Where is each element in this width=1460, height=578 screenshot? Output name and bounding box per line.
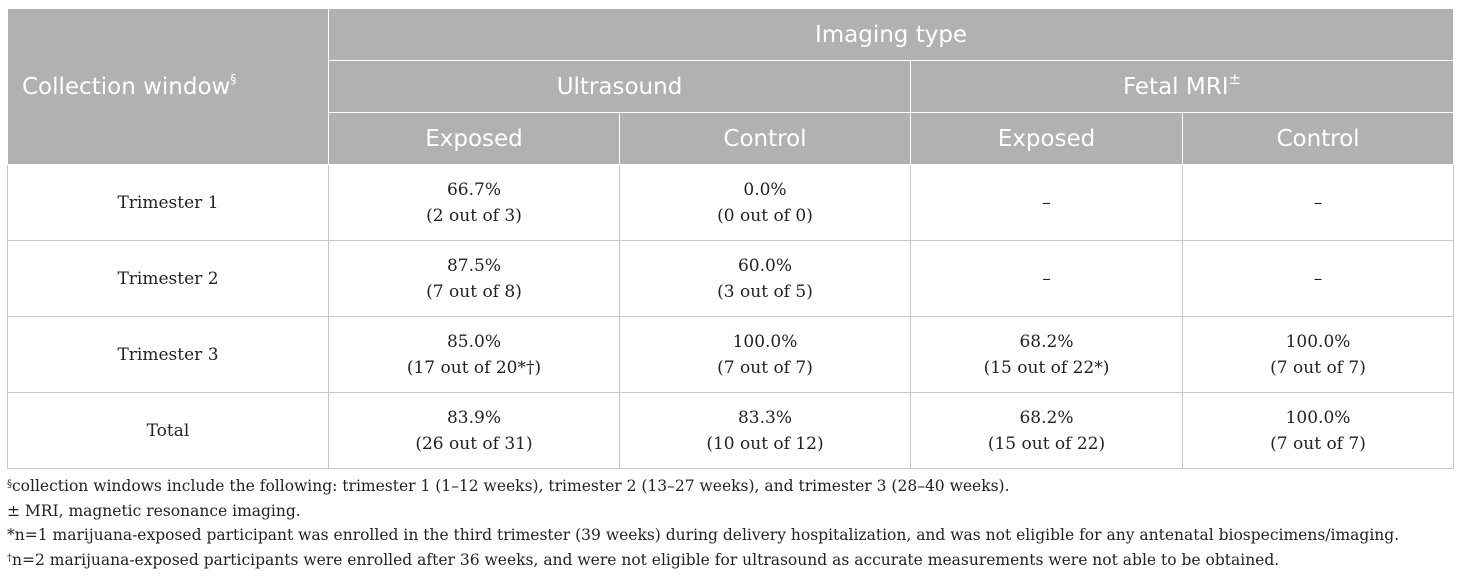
cell-percent: – bbox=[1042, 268, 1051, 289]
cell-count: (7 out of 7) bbox=[1270, 433, 1366, 454]
us-exposed-cell: 66.7% (2 out of 3) bbox=[328, 164, 620, 241]
footnote: ± MRI, magnetic resonance imaging. bbox=[7, 499, 1453, 524]
us-control-cell: 100.0% (7 out of 7) bbox=[619, 316, 911, 393]
footnote-text: n=1 marijuana-exposed participant was en… bbox=[14, 526, 1400, 544]
table-body: Trimester 1 66.7% (2 out of 3) 0.0% (0 out… bbox=[7, 164, 1455, 469]
table-row: Total 83.9% (26 out of 31) 83.3% (10 out o… bbox=[7, 392, 1455, 469]
row-label: Trimester 3 bbox=[7, 316, 329, 393]
header-collection-window-mark: § bbox=[230, 71, 237, 86]
mri-exposed-cell: – bbox=[910, 164, 1183, 241]
table-row: Trimester 2 87.5% (7 out of 8) 60.0% (3 ou… bbox=[7, 240, 1455, 317]
table-footnotes: §collection windows include the followin… bbox=[7, 474, 1453, 572]
us-control-cell: 0.0% (0 out of 0) bbox=[619, 164, 911, 241]
header-fetal-mri-mark: ± bbox=[1228, 69, 1242, 88]
footnote-text: n=2 marijuana-exposed participants were … bbox=[12, 550, 1280, 569]
footnote: §collection windows include the followin… bbox=[7, 474, 1453, 499]
cell-percent: 68.2% bbox=[1019, 407, 1074, 428]
header-collection-window: Collection window§ bbox=[7, 8, 329, 165]
row-label: Trimester 1 bbox=[7, 164, 329, 241]
mri-control-cell: 100.0% (7 out of 7) bbox=[1181, 316, 1455, 393]
header-mri-exposed: Exposed bbox=[910, 112, 1183, 165]
table-row: Trimester 1 66.7% (2 out of 3) 0.0% (0 out… bbox=[7, 164, 1455, 241]
row-label: Trimester 2 bbox=[7, 240, 329, 317]
cell-count: (26 out of 31) bbox=[415, 433, 533, 454]
footnote: †n=2 marijuana-exposed participants were… bbox=[7, 548, 1453, 573]
footnote: *n=1 marijuana-exposed participant was e… bbox=[7, 523, 1453, 548]
cell-percent: 87.5% bbox=[446, 255, 501, 276]
cell-count: (10 out of 12) bbox=[706, 433, 824, 454]
cell-count: (15 out of 22*) bbox=[983, 357, 1110, 378]
footnote-mark: § bbox=[7, 479, 12, 490]
us-exposed-cell: 83.9% (26 out of 31) bbox=[328, 392, 620, 469]
mri-exposed-cell: 68.2% (15 out of 22*) bbox=[910, 316, 1183, 393]
cell-percent: 83.9% bbox=[446, 407, 501, 428]
mri-control-cell: – bbox=[1181, 240, 1455, 317]
cell-percent: 85.0% bbox=[446, 331, 501, 352]
cell-percent: 68.2% bbox=[1019, 331, 1074, 352]
footnote-mark: † bbox=[7, 552, 12, 564]
cell-count: (7 out of 7) bbox=[1270, 357, 1366, 378]
footnote-text: collection windows include the following… bbox=[12, 477, 1010, 495]
cell-count: (15 out of 22) bbox=[987, 433, 1106, 454]
cell-percent: 100.0% bbox=[1285, 331, 1351, 352]
cell-percent: 83.3% bbox=[737, 407, 792, 428]
footnote-mark: * bbox=[7, 526, 15, 544]
cell-percent: – bbox=[1042, 192, 1051, 213]
cell-count: (17 out of 20*†) bbox=[406, 357, 542, 378]
us-control-cell: 60.0% (3 out of 5) bbox=[619, 240, 911, 317]
header-fetal-mri: Fetal MRI± bbox=[909, 60, 1455, 113]
imaging-table: Collection window§ Imaging type Ultrasou… bbox=[7, 8, 1455, 469]
us-exposed-cell: 87.5% (7 out of 8) bbox=[328, 240, 620, 317]
header-imaging-type: Imaging type bbox=[327, 8, 1455, 61]
cell-percent: 0.0% bbox=[743, 179, 787, 200]
mri-exposed-cell: 68.2% (15 out of 22) bbox=[910, 392, 1183, 469]
cell-count: (3 out of 5) bbox=[717, 281, 813, 302]
table-header: Collection window§ Imaging type Ultrasou… bbox=[7, 8, 1455, 165]
cell-percent: 100.0% bbox=[1285, 407, 1351, 428]
row-label: Total bbox=[7, 392, 329, 469]
imaging-table-container: Collection window§ Imaging type Ultrasou… bbox=[7, 8, 1455, 469]
cell-count: (0 out of 0) bbox=[717, 205, 813, 226]
us-exposed-cell: 85.0% (17 out of 20*†) bbox=[328, 316, 620, 393]
cell-count: (7 out of 8) bbox=[426, 281, 522, 302]
cell-count: (7 out of 7) bbox=[717, 357, 813, 378]
mri-control-cell: – bbox=[1181, 164, 1455, 241]
header-collection-window-label: Collection window bbox=[22, 73, 231, 100]
footnote-text: MRI, magnetic resonance imaging. bbox=[24, 501, 301, 520]
cell-percent: – bbox=[1313, 268, 1323, 289]
header-us-control: Control bbox=[619, 112, 911, 165]
header-ultrasound: Ultrasound bbox=[328, 60, 911, 113]
header-us-exposed: Exposed bbox=[328, 112, 620, 165]
mri-control-cell: 100.0% (7 out of 7) bbox=[1181, 392, 1455, 469]
header-fetal-mri-label: Fetal MRI bbox=[1122, 73, 1229, 100]
footnote-mark: ± bbox=[7, 501, 25, 520]
cell-percent: 100.0% bbox=[732, 331, 798, 352]
cell-percent: 66.7% bbox=[446, 179, 501, 200]
cell-percent: 60.0% bbox=[737, 255, 792, 276]
header-mri-control: Control bbox=[1181, 112, 1455, 165]
table-row: Trimester 3 85.0% (17 out of 20*†) 100.0%… bbox=[7, 316, 1455, 393]
mri-exposed-cell: – bbox=[910, 240, 1183, 317]
cell-count: (2 out of 3) bbox=[426, 205, 522, 226]
cell-percent: – bbox=[1313, 192, 1323, 213]
us-control-cell: 83.3% (10 out of 12) bbox=[619, 392, 911, 469]
